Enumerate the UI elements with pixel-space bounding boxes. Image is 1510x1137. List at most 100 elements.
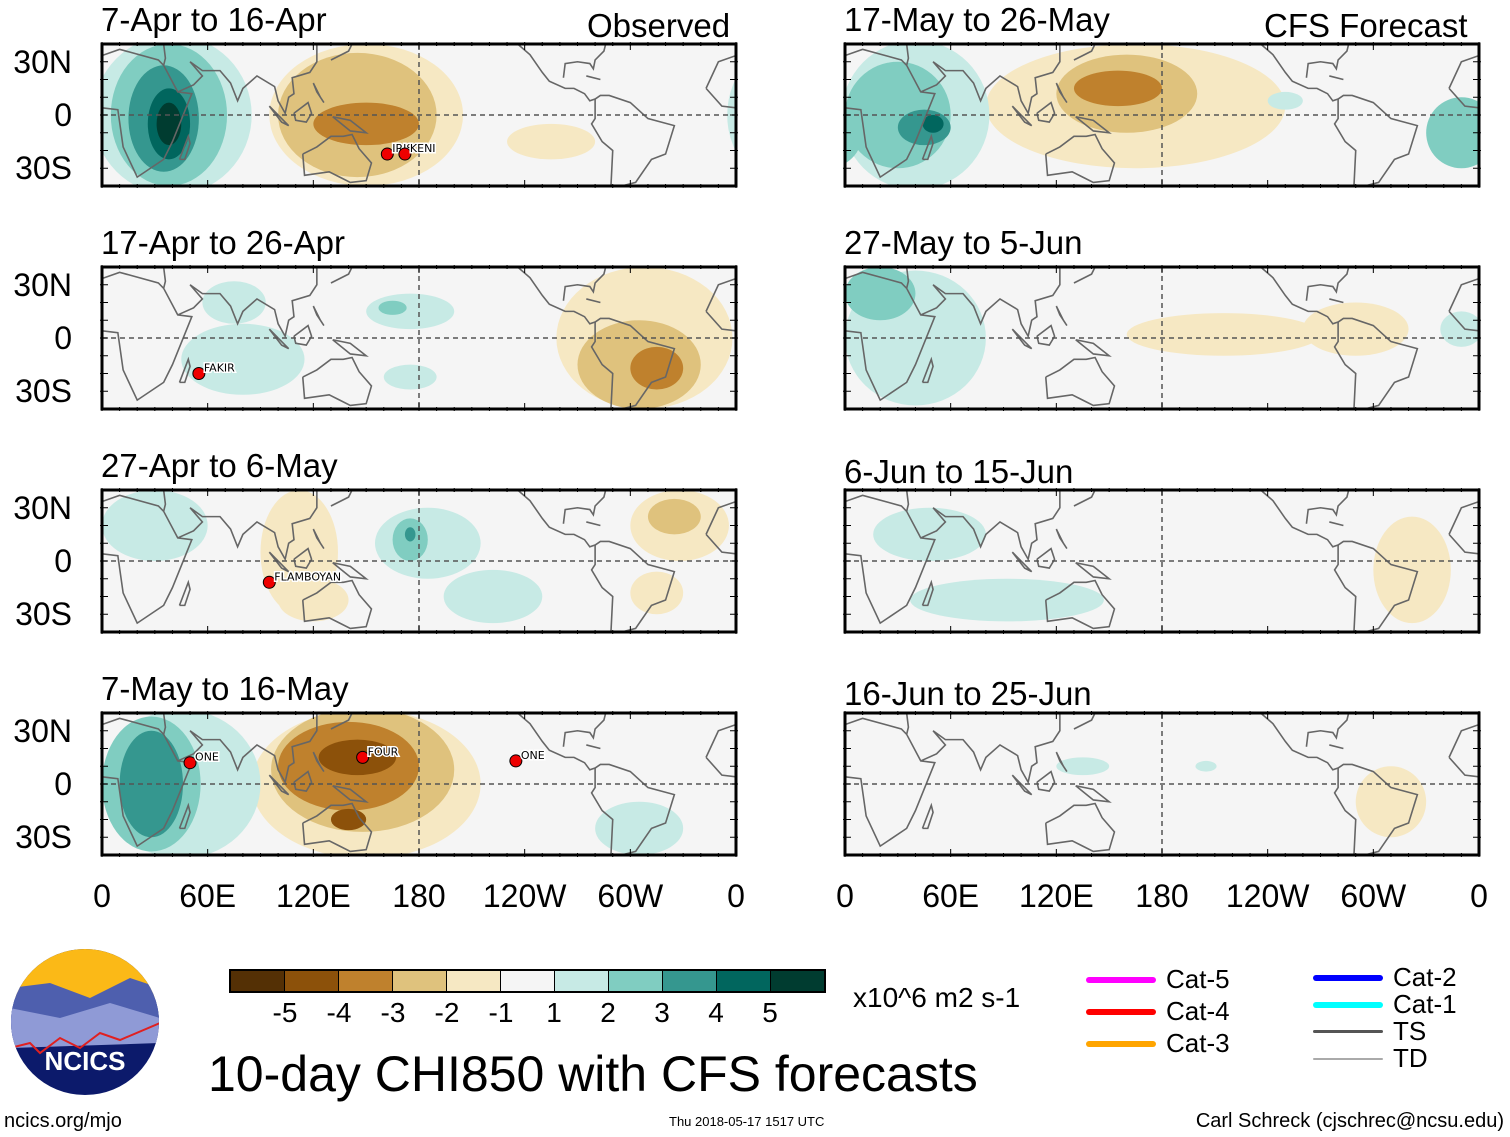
- lat-label: 0: [54, 766, 72, 802]
- coastline: [268, 551, 290, 573]
- panel-title: 17-May to 26-May: [844, 1, 1110, 38]
- coastline: [562, 267, 607, 301]
- storm-label: ONE: [521, 749, 545, 762]
- coastline: [1260, 490, 1339, 548]
- coastline: [178, 133, 191, 161]
- anomaly-contour: [1440, 311, 1479, 347]
- coastline: [301, 579, 373, 630]
- track-swatch: [1086, 1040, 1156, 1047]
- coastline: [586, 298, 601, 304]
- colorbar-units: x10^6 m2 s-1: [853, 982, 1021, 1013]
- coastline: [177, 44, 318, 116]
- anomaly-contour: [181, 323, 305, 395]
- coastline: [562, 490, 607, 524]
- coastline: [586, 75, 601, 81]
- track-swatch: [1313, 1030, 1383, 1033]
- anomaly-contour: [202, 281, 266, 324]
- coastline: [102, 48, 193, 179]
- legend-item: Cat-4: [1086, 996, 1230, 1027]
- anomaly-contour: [630, 571, 684, 615]
- coastline: [586, 521, 601, 527]
- track-swatch: [1086, 1008, 1156, 1015]
- coastline: [845, 717, 936, 848]
- track-swatch: [1313, 1057, 1383, 1060]
- coastline: [1333, 99, 1357, 186]
- coastline: [1305, 490, 1350, 524]
- panel-title: 17-Apr to 26-Apr: [101, 224, 345, 261]
- coastline: [301, 356, 373, 407]
- coastline: [1011, 551, 1033, 573]
- coastline: [594, 763, 676, 855]
- lon-label: 60W: [597, 878, 664, 914]
- coastline: [293, 101, 313, 123]
- map-panel: [843, 42, 1481, 188]
- anomaly-contour: [383, 364, 437, 390]
- legend-label: Cat-4: [1166, 996, 1230, 1026]
- legend-label: TS: [1393, 1016, 1427, 1046]
- colorbar-label: -5: [272, 997, 298, 1028]
- anomaly-contour: [443, 569, 543, 624]
- coastline: [517, 490, 596, 548]
- legend-item: Cat-3: [1086, 1028, 1230, 1059]
- ncics-logo: NCICS: [11, 949, 159, 1095]
- lon-label: 0: [836, 878, 854, 914]
- coastline: [162, 490, 167, 512]
- coastline: [1044, 802, 1116, 853]
- colorbar-swatch: [555, 971, 609, 991]
- coastline: [268, 774, 290, 796]
- coastline: [178, 356, 191, 384]
- colorbar-label: 3: [654, 997, 670, 1028]
- lat-label: 30S: [15, 596, 72, 633]
- coastline: [1075, 784, 1112, 803]
- legend-label: Cat-3: [1166, 1028, 1230, 1058]
- coastline: [1011, 105, 1033, 127]
- coastline: [920, 267, 1061, 339]
- lon-label: 0: [93, 878, 111, 914]
- coastline: [332, 115, 369, 134]
- coastline: [162, 267, 167, 289]
- coastline: [920, 713, 1061, 785]
- coastline: [312, 82, 325, 104]
- coastline: [517, 713, 596, 771]
- anomaly-contour: [845, 267, 916, 321]
- coastline: [1044, 579, 1116, 630]
- coastline: [330, 267, 353, 284]
- coastline: [1305, 267, 1350, 301]
- logo-text: NCICS: [45, 1046, 126, 1076]
- anomaly-contour: [404, 527, 416, 542]
- colorbar-label: 5: [762, 997, 778, 1028]
- coastline: [330, 490, 353, 507]
- legend-item: TD: [1313, 1043, 1428, 1074]
- coastline: [1329, 521, 1344, 527]
- coastline: [845, 494, 936, 625]
- storm-icon: [183, 756, 197, 770]
- panel-title: 16-Jun to 25-Jun: [844, 675, 1092, 712]
- track-swatch: [1086, 976, 1156, 983]
- colorbar-swatch: [717, 971, 771, 991]
- storm-label: FLAMBOYAN: [274, 570, 341, 583]
- colorbar-label: -2: [434, 997, 460, 1028]
- storm-icon: [262, 575, 276, 589]
- coastline: [590, 545, 614, 632]
- coastline: [594, 94, 676, 186]
- storm-label: ONE: [195, 751, 219, 764]
- anomaly-contour: [378, 300, 407, 315]
- coastline: [921, 802, 934, 830]
- legend-label: Cat-5: [1166, 964, 1230, 994]
- colorbar-swatch: [663, 971, 717, 991]
- storm-icon: [192, 367, 206, 380]
- lon-label: 0: [727, 878, 745, 914]
- colorbar-swatch: [447, 971, 501, 991]
- coastline: [590, 99, 614, 186]
- lon-label: 120E: [1018, 878, 1094, 914]
- colorbar-swatch: [771, 971, 824, 991]
- map-panel: [843, 488, 1481, 634]
- coastline: [301, 133, 373, 184]
- lat-label: 30S: [15, 373, 72, 410]
- coastline: [845, 48, 936, 179]
- coastline: [293, 770, 313, 792]
- panel-title: 6-Jun to 15-Jun: [844, 453, 1074, 490]
- colorbar-label: 1: [546, 997, 562, 1028]
- forecast-label: CFS Forecast: [1264, 7, 1468, 44]
- anomaly-contour: [1302, 302, 1409, 356]
